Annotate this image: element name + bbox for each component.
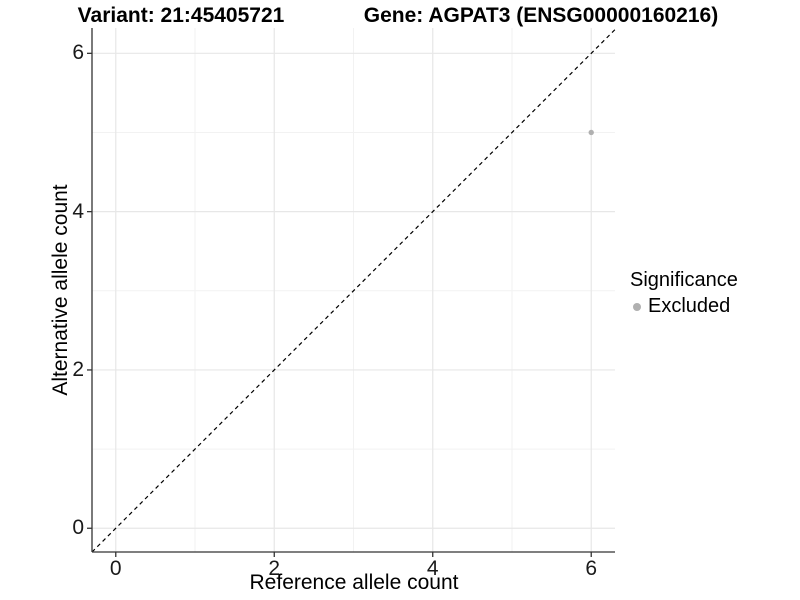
- identity-reference-line: [91, 29, 616, 553]
- x-tick-label: 2: [268, 557, 281, 580]
- y-tick-label: 6: [72, 41, 84, 65]
- data-point: [588, 129, 594, 136]
- legend-item-excluded: Excluded: [630, 295, 738, 318]
- legend: Significance Excluded: [630, 269, 738, 318]
- x-axis-title: Reference allele count: [249, 571, 459, 594]
- x-tick-label: 4: [426, 557, 439, 580]
- y-axis-title: Alternative allele count: [49, 184, 72, 396]
- x-tick-label: 6: [585, 557, 598, 580]
- plot-title-gene: Gene: AGPAT3 (ENSG00000160216): [363, 4, 719, 27]
- y-tick-label: 2: [72, 357, 84, 381]
- legend-point-icon: [633, 302, 641, 311]
- y-tick-label: 0: [72, 516, 84, 540]
- plot-title-variant: Variant: 21:45405721: [77, 4, 285, 27]
- x-tick-label: 0: [109, 557, 122, 580]
- legend-title: Significance: [630, 269, 738, 291]
- legend-item-label: Excluded: [648, 295, 731, 317]
- y-tick-label: 4: [72, 199, 84, 223]
